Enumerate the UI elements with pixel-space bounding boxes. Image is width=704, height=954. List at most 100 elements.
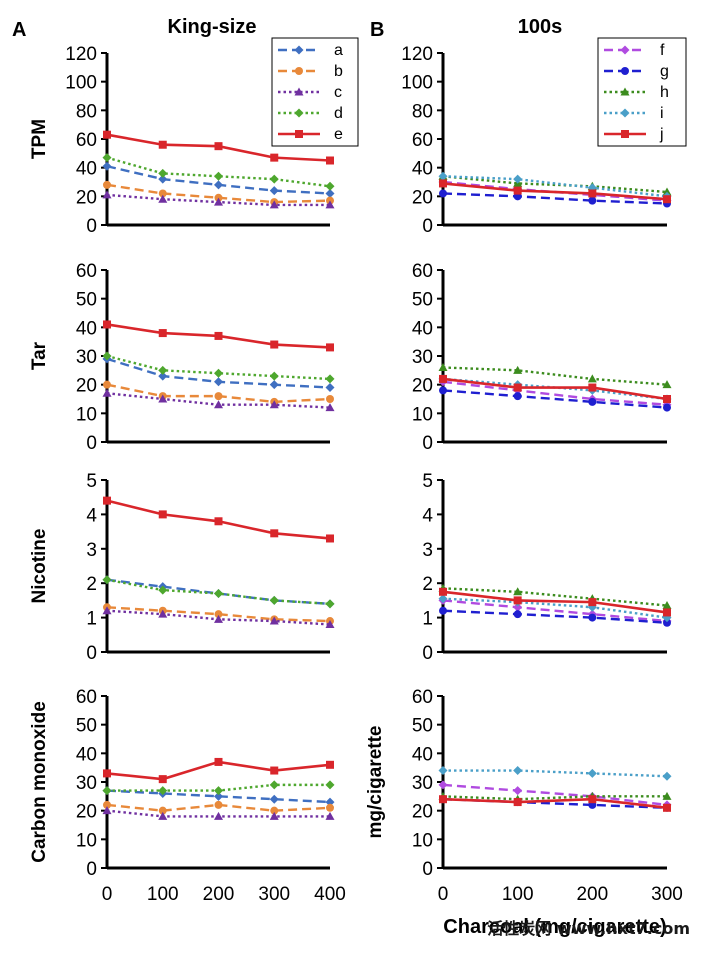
legend-marker-a — [294, 45, 304, 55]
x-tick-label: 200 — [576, 884, 608, 905]
data-point-c — [269, 400, 279, 409]
data-point-d — [158, 365, 168, 375]
data-point-c — [102, 388, 112, 397]
series-line-f — [442, 599, 668, 623]
data-point-c — [269, 200, 279, 209]
series-line-d — [106, 156, 331, 188]
data-point-j — [439, 374, 447, 383]
x-tick-label: 200 — [203, 884, 235, 905]
y-tick-label: 60 — [76, 261, 97, 282]
x-axis-label: Charcoal (mg/cigarette) — [443, 916, 666, 938]
data-point-a — [269, 380, 279, 390]
y-tick-label: 40 — [412, 318, 433, 339]
legend-marker-e — [295, 130, 303, 138]
series-line-h — [442, 175, 668, 194]
data-point-f — [513, 786, 523, 796]
data-point-c — [325, 200, 335, 209]
y-tick-label: 50 — [76, 290, 97, 311]
series-line-d — [106, 354, 331, 381]
data-point-f — [513, 602, 523, 612]
y-tick-label: 3 — [422, 540, 433, 561]
y-tick-label: 20 — [76, 187, 97, 208]
y-tick-label: 20 — [412, 376, 433, 397]
y-tick-label: 30 — [412, 773, 433, 794]
y-tick-label: 20 — [76, 802, 97, 823]
series-line-j — [442, 377, 668, 401]
chart-a-tar: 0 10 20 30 40 50 60 Tar — [29, 261, 335, 454]
chart-a-co: 0 10 20 30 40 50 60 0 100 200 300 400 Carbon monoxid… — [29, 687, 346, 905]
data-point-e — [103, 130, 111, 139]
data-point-c — [214, 811, 223, 820]
y-tick-label: 60 — [76, 687, 97, 708]
y-tick-label: 40 — [76, 159, 97, 180]
series-e — [103, 757, 334, 784]
y-tick-label: 100 — [401, 73, 433, 94]
y-tick-label: 5 — [86, 471, 97, 492]
series-e — [103, 496, 334, 543]
data-point-j — [663, 195, 671, 204]
data-point-a — [214, 791, 223, 801]
data-point-h — [662, 601, 672, 610]
series-line-f — [442, 380, 668, 406]
data-point-d — [269, 595, 279, 605]
data-point-c — [214, 614, 223, 623]
y-tick-label: 0 — [86, 859, 97, 880]
data-point-i — [438, 594, 448, 604]
series-j — [439, 374, 671, 403]
data-point-c — [102, 190, 112, 199]
y-tick-label: 0 — [86, 643, 97, 664]
legend-box — [597, 37, 687, 147]
data-point-j — [588, 795, 597, 804]
data-point-g — [588, 196, 597, 205]
y-tick-label: 30 — [76, 773, 97, 794]
legend-label-g: g — [660, 63, 669, 80]
y-tick-label: 0 — [422, 859, 433, 880]
series-c — [102, 388, 335, 412]
data-point-e — [270, 529, 279, 538]
data-point-e — [270, 340, 279, 349]
data-point-c — [325, 403, 335, 412]
data-point-c — [269, 811, 279, 820]
series-line-g — [442, 389, 668, 409]
data-point-g — [513, 392, 522, 401]
y-tick-label: 20 — [412, 187, 433, 208]
data-point-g — [439, 606, 447, 615]
y-tick-label: 5 — [422, 471, 433, 492]
data-point-d — [214, 589, 223, 599]
data-point-e — [158, 329, 167, 338]
y-axis-label: Nicotine — [29, 529, 50, 604]
title-king-size: King-size — [168, 16, 257, 38]
data-point-c — [158, 811, 168, 820]
data-point-e — [270, 766, 279, 775]
legend-marker-g — [621, 67, 629, 75]
series-line-d — [106, 578, 331, 606]
data-point-i — [438, 171, 448, 181]
data-point-j — [588, 189, 597, 198]
data-point-i — [438, 766, 448, 776]
y-tick-label: 40 — [412, 159, 433, 180]
y-tick-label: 1 — [422, 609, 433, 630]
series-line-j — [442, 182, 668, 201]
series-line-j — [442, 797, 668, 810]
data-point-a — [158, 174, 168, 184]
data-point-d — [158, 786, 168, 796]
data-point-d — [158, 585, 168, 595]
y-tick-label: 10 — [412, 404, 433, 425]
data-point-e — [326, 343, 334, 352]
y-tick-label: 60 — [412, 261, 433, 282]
series-c — [102, 606, 335, 628]
series-c — [102, 190, 335, 209]
y-tick-label: 0 — [422, 643, 433, 664]
y-tick-label: 120 — [401, 44, 433, 65]
data-point-a — [269, 794, 279, 804]
legend-box — [271, 37, 359, 147]
y-tick-label: 20 — [412, 802, 433, 823]
data-point-g — [439, 386, 447, 395]
legend-marker-c — [294, 87, 304, 96]
data-point-h — [662, 187, 672, 196]
legend-label-c: c — [334, 84, 342, 101]
panel-label-b: B — [370, 19, 384, 41]
y-tick-label: 4 — [86, 505, 97, 526]
